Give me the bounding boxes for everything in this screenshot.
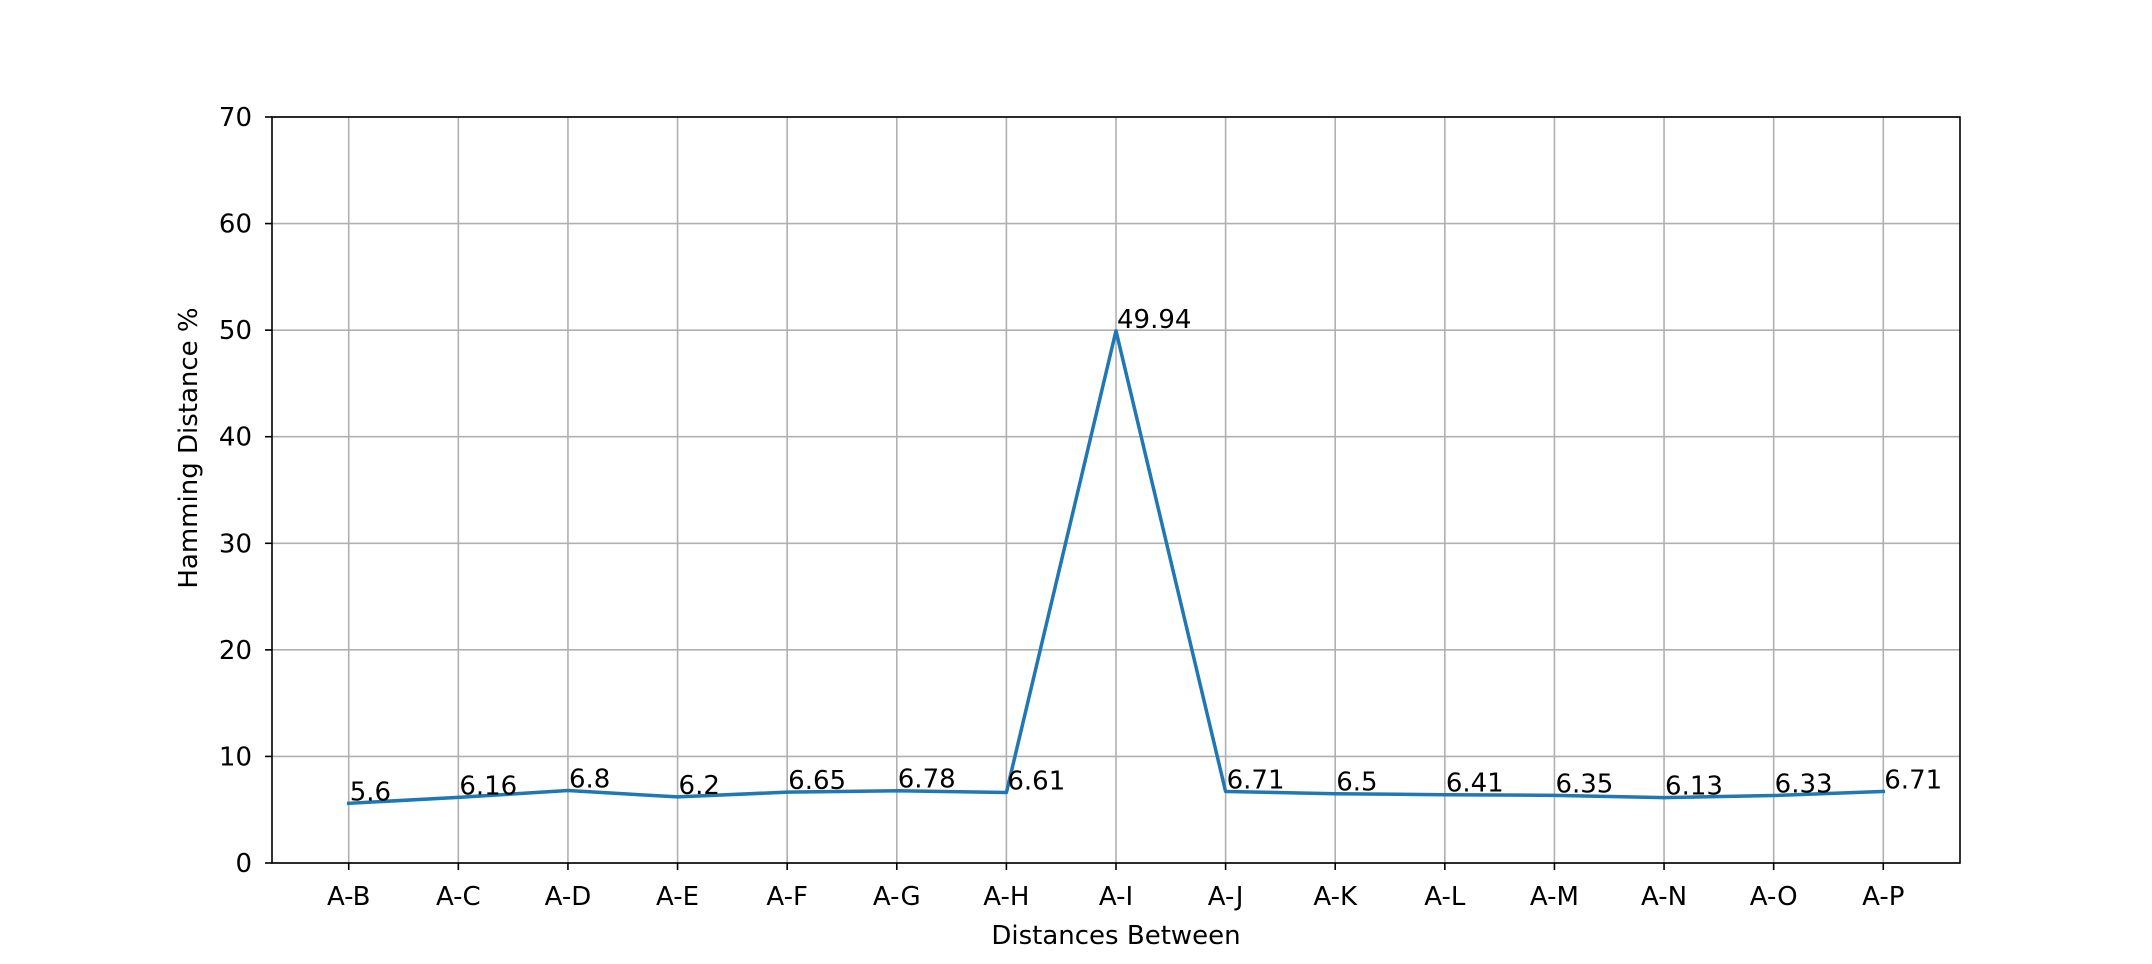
x-tick-label: A-B — [327, 882, 371, 912]
data-label: 49.94 — [1117, 305, 1191, 335]
y-tick-label: 20 — [219, 636, 252, 666]
data-label: 6.5 — [1336, 768, 1377, 798]
data-label: 6.13 — [1665, 772, 1723, 802]
grid-layer — [272, 117, 1960, 863]
data-label: 6.33 — [1775, 770, 1833, 800]
x-tick-label: A-I — [1099, 882, 1133, 912]
x-tick-label: A-J — [1208, 882, 1244, 912]
data-label: 6.41 — [1446, 769, 1504, 799]
y-tick-label: 10 — [219, 742, 252, 772]
data-label: 5.6 — [350, 777, 391, 807]
x-axis-label: Distances Between — [991, 921, 1240, 951]
y-tick-label: 70 — [219, 103, 252, 133]
y-tick-label: 30 — [219, 529, 252, 559]
y-tick-label: 40 — [219, 423, 252, 453]
x-tick-label: A-O — [1750, 882, 1798, 912]
x-tick-label: A-E — [656, 882, 699, 912]
data-label: 6.65 — [788, 766, 846, 796]
x-tick-label: A-G — [873, 882, 921, 912]
x-tick-label: A-L — [1424, 882, 1466, 912]
data-label: 6.78 — [898, 765, 956, 795]
x-tick-label: A-N — [1641, 882, 1687, 912]
data-label: 6.16 — [459, 771, 517, 801]
x-tick-label: A-H — [983, 882, 1029, 912]
x-tick-label: A-C — [436, 882, 481, 912]
x-tick-label: A-F — [766, 882, 808, 912]
y-tick-label: 50 — [219, 316, 252, 346]
x-tick-label: A-D — [545, 882, 592, 912]
data-label: 6.71 — [1884, 765, 1942, 795]
x-axis: A-B A-C A-D A-E A-F A-G A-H A-I A-J A-K A-L A-M A-N A… — [327, 863, 1904, 912]
data-label: 6.35 — [1555, 769, 1613, 799]
data-label: 6.2 — [679, 771, 720, 801]
data-label: 6.8 — [569, 765, 610, 795]
x-tick-label: A-M — [1530, 882, 1579, 912]
data-label-layer: 5.6 6.16 6.8 6.2 6.65 6.78 6.61 49.94 6.71 6.5 6.4… — [350, 305, 1942, 808]
y-axis: 0 10 20 30 40 50 60 70 — [219, 103, 272, 879]
y-axis-label: Hamming Distance % — [174, 307, 204, 588]
y-tick-label: 0 — [235, 849, 252, 879]
data-label: 6.71 — [1227, 765, 1285, 795]
data-label: 6.61 — [1007, 767, 1065, 797]
y-tick-label: 60 — [219, 210, 252, 240]
x-tick-label: A-K — [1313, 882, 1358, 912]
x-tick-label: A-P — [1862, 882, 1904, 912]
